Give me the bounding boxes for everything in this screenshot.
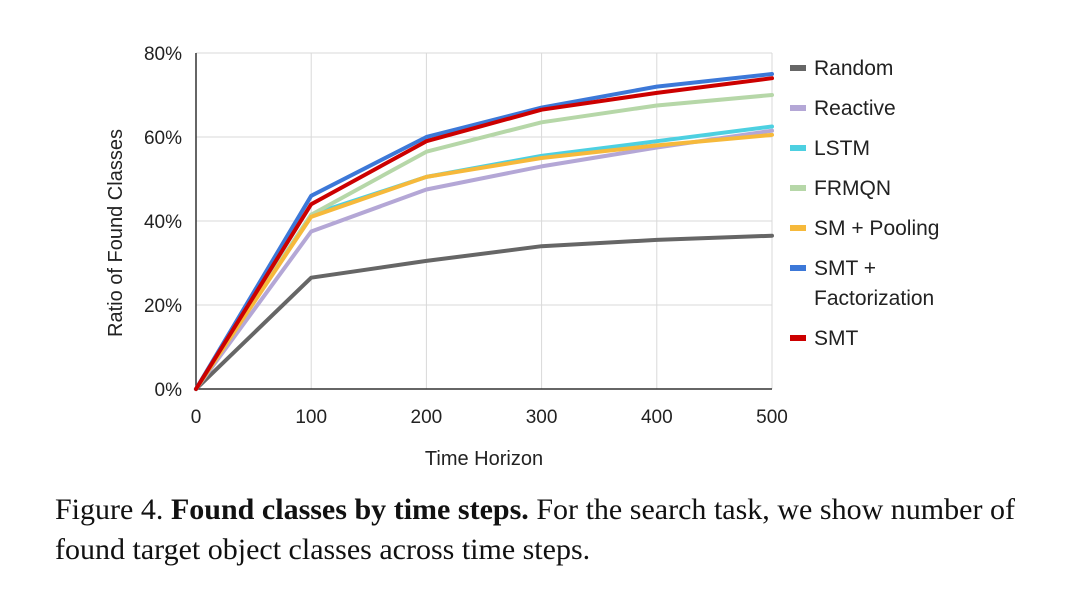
legend: Random Reactive LSTM FRMQN SM + Pooling SMT +… [790, 57, 940, 350]
y-tick-label: 0% [155, 380, 183, 401]
y-tick-label: 60% [144, 128, 182, 149]
legend-label: FRMQN [814, 177, 891, 200]
legend-item-frmqn: FRMQN [790, 177, 891, 200]
legend-swatch [790, 335, 806, 341]
x-tick-label: 200 [411, 407, 443, 428]
legend-item-sm-pooling: SM + Pooling [790, 217, 940, 240]
series-lines [194, 72, 774, 391]
legend-item-smt-factorization: SMT + Factorization [790, 257, 934, 310]
y-tick-label: 80% [144, 44, 182, 65]
legend-item-reactive: Reactive [790, 97, 896, 120]
legend-swatch [790, 145, 806, 151]
legend-label: SM + Pooling [814, 217, 940, 240]
x-tick-label: 400 [641, 407, 673, 428]
legend-item-smt: SMT [790, 327, 859, 350]
legend-label: Factorization [814, 287, 934, 310]
legend-swatch [790, 185, 806, 191]
series-line-smt [194, 76, 774, 391]
legend-item-random: Random [790, 57, 893, 80]
legend-label: SMT [814, 327, 859, 350]
series-line-random [194, 233, 774, 391]
line-chart: 0% 20% 40% 60% 80% 0 100 200 300 400 500 Time Hor… [105, 44, 940, 470]
x-tick-label: 100 [295, 407, 327, 428]
x-axis-title: Time Horizon [425, 448, 543, 470]
legend-label: LSTM [814, 137, 870, 160]
x-tick-labels: 0 100 200 300 400 500 [191, 407, 788, 428]
y-axis-title: Ratio of Found Classes [105, 129, 127, 337]
y-tick-label: 40% [144, 212, 182, 233]
caption-label: Figure 4. [55, 493, 171, 526]
x-tick-label: 500 [756, 407, 788, 428]
legend-swatch [790, 225, 806, 231]
legend-label: SMT + [814, 257, 876, 280]
caption-text: For the search task, we show number of f… [55, 493, 1016, 566]
plot-frame [195, 53, 772, 390]
series-line-smt-factorization [194, 72, 774, 391]
caption-title: Found classes by time steps. [170, 493, 529, 526]
legend-item-lstm: LSTM [790, 137, 870, 160]
x-tick-label: 0 [191, 407, 202, 428]
legend-label: Random [814, 57, 893, 80]
figure-caption: Figure 4. Found classes by time steps. F… [55, 490, 1015, 570]
legend-label: Reactive [814, 97, 896, 120]
series-line-sm-pooling [194, 132, 774, 391]
y-tick-label: 20% [144, 296, 182, 317]
legend-swatch [790, 105, 806, 111]
y-tick-labels: 0% 20% 40% 60% 80% [144, 44, 182, 401]
legend-swatch [790, 265, 806, 271]
legend-swatch [790, 65, 806, 71]
x-tick-label: 300 [526, 407, 558, 428]
